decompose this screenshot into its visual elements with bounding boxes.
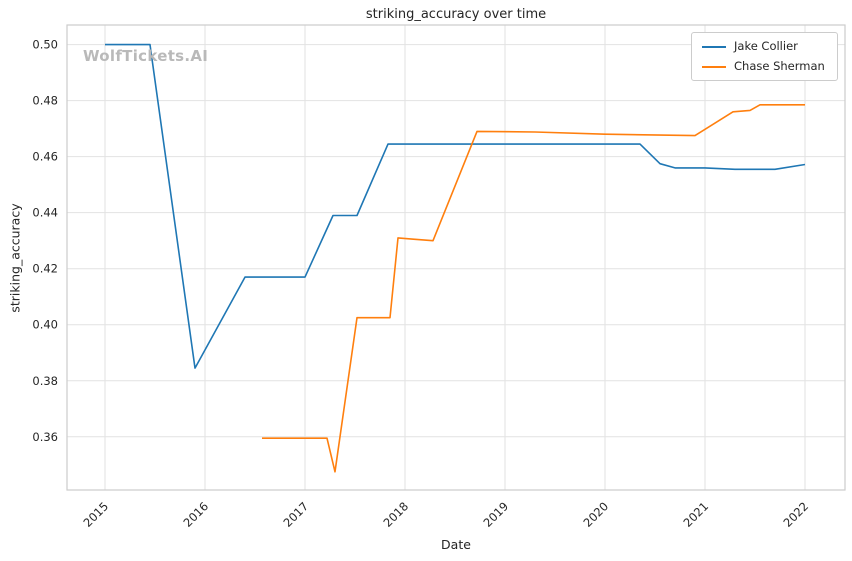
legend-label: Jake Collier (734, 39, 798, 53)
svg-text:0.42: 0.42 (32, 262, 58, 276)
svg-text:0.38: 0.38 (32, 374, 58, 388)
svg-text:2016: 2016 (181, 499, 212, 530)
legend-item-jake-collier: Jake Collier (702, 40, 827, 53)
x-axis-label: Date (441, 537, 471, 552)
svg-text:0.40: 0.40 (32, 318, 58, 332)
svg-text:0.36: 0.36 (32, 430, 58, 444)
watermark: WolfTickets.AI (83, 47, 209, 65)
legend-item-chase-sherman: Chase Sherman (702, 60, 827, 73)
svg-text:2022: 2022 (781, 499, 812, 530)
legend-line-icon (702, 65, 726, 68)
legend: Jake Collier Chase Sherman (691, 32, 838, 81)
svg-text:0.44: 0.44 (32, 206, 58, 220)
legend-line-icon (702, 45, 726, 48)
y-axis-label: striking_accuracy (7, 203, 23, 313)
svg-text:2019: 2019 (481, 499, 512, 530)
svg-text:0.46: 0.46 (32, 150, 58, 164)
svg-text:0.48: 0.48 (32, 94, 58, 108)
chart-title: striking_accuracy over time (365, 7, 547, 22)
svg-text:2017: 2017 (281, 499, 312, 530)
svg-text:2015: 2015 (81, 499, 112, 530)
svg-text:2020: 2020 (581, 499, 612, 530)
legend-label: Chase Sherman (734, 59, 825, 73)
svg-text:2021: 2021 (681, 499, 712, 530)
svg-text:0.50: 0.50 (32, 38, 58, 52)
svg-text:2018: 2018 (381, 499, 412, 530)
